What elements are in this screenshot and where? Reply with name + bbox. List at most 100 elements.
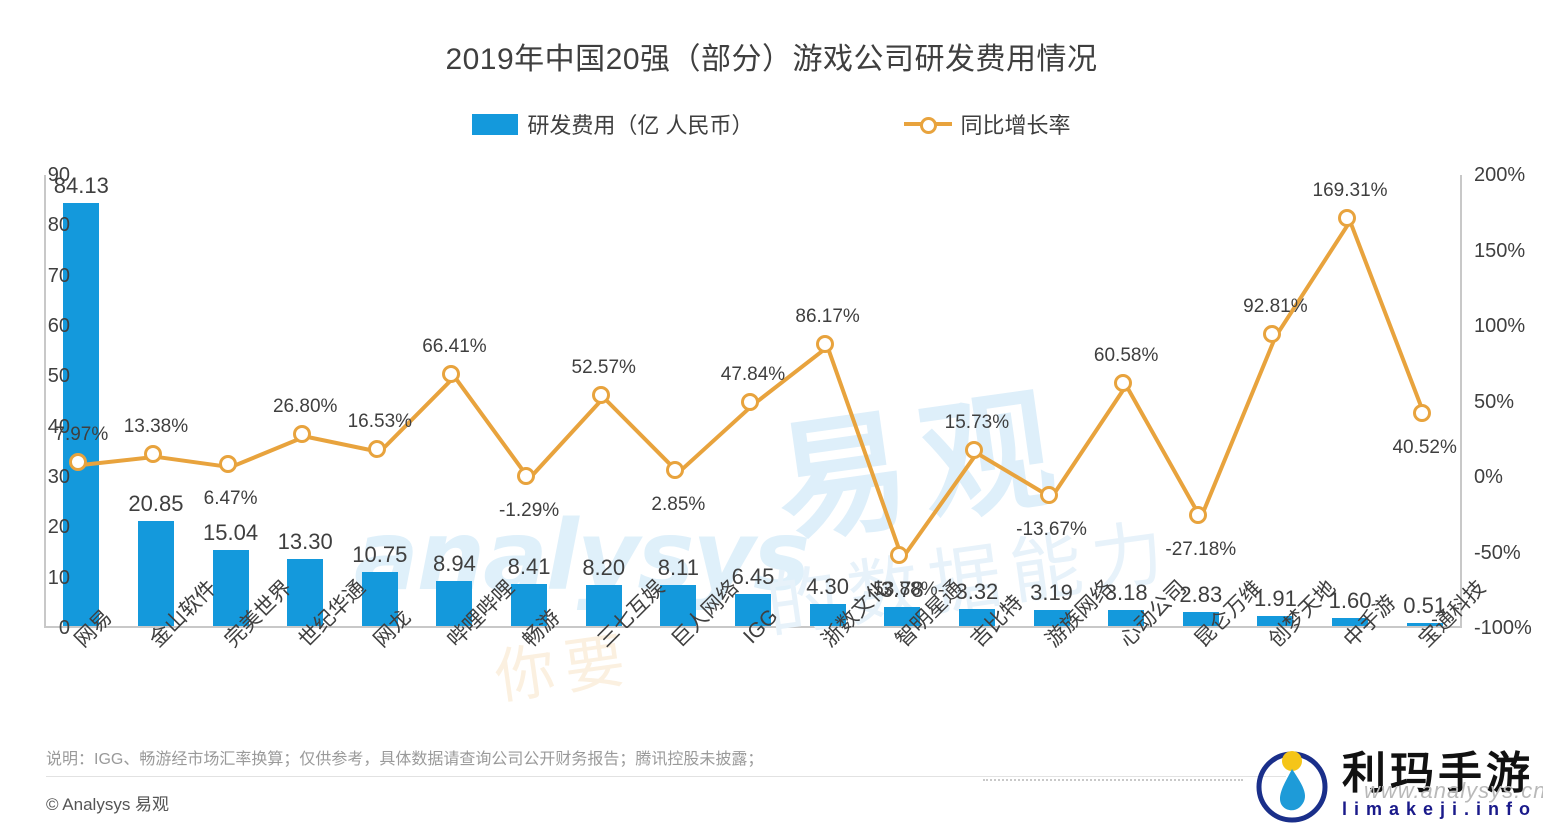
brand-dotted-rule — [983, 779, 1243, 781]
line-value-label-3: 26.80% — [272, 395, 338, 417]
bar-9[interactable] — [735, 593, 771, 626]
y-tick-left-50: 50 — [47, 365, 70, 388]
legend-label-bar: 研发费用（亿 人民币） — [527, 113, 754, 138]
bar-value-label-18: 0.51 — [1403, 593, 1447, 619]
bar-value-label-14: 3.18 — [1104, 579, 1148, 605]
legend-item-bar[interactable]: 研发费用（亿 人民币） — [472, 108, 754, 140]
y-tick-right--50: -50% — [1474, 541, 1521, 564]
bar-0[interactable] — [63, 202, 100, 626]
y-tick-right-0: 0% — [1474, 466, 1503, 488]
page-title: 2019年中国20强（部分）游戏公司研发费用情况 — [445, 43, 1098, 76]
line-value-label-2: 6.47% — [203, 488, 258, 510]
line-marker-14[interactable] — [1114, 373, 1133, 392]
line-marker-11[interactable] — [890, 546, 909, 565]
bar-11[interactable] — [884, 606, 921, 626]
line-marker-12[interactable] — [964, 441, 983, 460]
bar-8[interactable] — [660, 585, 697, 626]
line-value-label-12: 15.73% — [944, 412, 1010, 434]
line-marker-18[interactable] — [1412, 403, 1431, 422]
bar-value-label-9: 6.45 — [731, 563, 775, 589]
y-axis-left-line — [44, 175, 46, 628]
y-tick-right--100: -100% — [1474, 617, 1532, 639]
brand-watermark-url: www.analysys.cn — [1363, 778, 1543, 803]
x-axis-category-labels: 网易 金山软件 完美世界 世纪华通 网龙 哔哩哔哩 畅游 三七互娱 巨人网络 IGG 浙数文化 智明星… — [44, 576, 1490, 742]
y-tick-right-150: 150% — [1474, 239, 1526, 262]
line-marker-6[interactable] — [517, 466, 536, 485]
line-marker-7[interactable] — [591, 385, 610, 404]
y-tick-left-80: 80 — [47, 214, 70, 237]
bar-value-label-17: 1.60 — [1328, 587, 1372, 613]
y-tick-left-20: 20 — [47, 516, 70, 539]
bar-value-label-16: 1.91 — [1253, 586, 1297, 612]
copyright-text: © Analysys 易观 — [46, 795, 170, 814]
bar-value-label-10: 4.30 — [806, 574, 850, 600]
line-value-label-15: -27.18% — [1165, 539, 1237, 561]
line-marker-5[interactable] — [442, 364, 461, 383]
water-drop-icon — [1252, 745, 1332, 825]
y-tick-left-40: 40 — [47, 415, 70, 438]
bar-10[interactable] — [809, 604, 846, 626]
legend-label-line: 同比增长率 — [960, 113, 1071, 138]
line-marker-8[interactable] — [666, 460, 685, 479]
line-value-label-8: 2.85% — [651, 493, 706, 515]
y-tick-left-0: 0 — [58, 617, 70, 639]
bar-17[interactable] — [1332, 617, 1369, 626]
bar-value-label-5: 8.94 — [433, 551, 476, 576]
bar-15[interactable] — [1182, 611, 1219, 626]
bar-5[interactable] — [436, 581, 473, 626]
y-axis-right-line — [1460, 175, 1462, 628]
chart-legend: 研发费用（亿 人民币） 同比增长率 — [0, 108, 1543, 140]
plot-area: analysys 易观 的数据能力 你要 84.13 20.85 15.04 13.3… — [44, 174, 1462, 711]
bar-value-label-12: 3.32 — [955, 579, 999, 605]
line-marker-1[interactable] — [143, 444, 162, 463]
bar-1[interactable] — [137, 521, 174, 626]
line-value-label-9: 47.84% — [720, 363, 786, 385]
bar-4[interactable] — [361, 571, 398, 626]
bar-12[interactable] — [958, 609, 995, 626]
line-value-label-13: -13.67% — [1016, 518, 1087, 540]
bar-16[interactable] — [1257, 616, 1294, 626]
line-marker-16[interactable] — [1263, 324, 1282, 343]
legend-item-line[interactable]: 同比增长率 — [903, 108, 1071, 140]
bar-7[interactable] — [585, 584, 622, 626]
brand-logo[interactable]: 利玛手游 limakeji.info www.analysys.cn — [1252, 745, 1543, 825]
line-value-label-1: 13.38% — [123, 415, 189, 437]
bar-value-label-7: 8.20 — [582, 554, 626, 580]
line-marker-0[interactable] — [69, 452, 88, 471]
y-tick-left-90: 90 — [47, 164, 70, 186]
bar-13[interactable] — [1033, 609, 1070, 626]
line-value-label-7: 52.57% — [571, 356, 636, 378]
y-tick-left-30: 30 — [47, 466, 70, 488]
footer-divider — [46, 776, 1286, 777]
bar-14[interactable] — [1108, 610, 1145, 626]
chart-footnote: 说明：IGG、畅游经市场汇率换算；仅供参考，具体数据请查询公司公开财务报告；腾讯… — [46, 751, 764, 768]
line-value-label-6: -1.29% — [498, 499, 560, 521]
bar-6[interactable] — [511, 583, 548, 626]
bar-18[interactable] — [1406, 623, 1443, 626]
line-marker-17[interactable] — [1338, 209, 1357, 228]
bar-value-label-8: 8.11 — [657, 555, 699, 581]
bar-swatch-icon — [472, 113, 519, 135]
x-axis-line — [44, 626, 1462, 628]
y-tick-right-200: 200% — [1474, 164, 1526, 186]
line-value-label-4: 16.53% — [347, 411, 413, 433]
line-marker-4[interactable] — [367, 440, 386, 459]
bar-2[interactable] — [212, 550, 249, 626]
line-marker-9[interactable] — [741, 392, 759, 411]
brand-name-cn: 利玛手游 — [1341, 748, 1534, 799]
bar-value-label-13: 3.19 — [1030, 579, 1073, 605]
y-tick-right-100: 100% — [1474, 315, 1526, 337]
y-tick-left-10: 10 — [47, 566, 70, 589]
y-tick-left-60: 60 — [47, 315, 70, 337]
line-marker-icon — [903, 115, 952, 134]
bar-value-label-6: 8.41 — [507, 553, 551, 579]
line-marker-2[interactable] — [218, 455, 237, 474]
bar-value-label-1: 20.85 — [128, 491, 184, 517]
line-value-label-14: 60.58% — [1093, 344, 1159, 366]
bar-3[interactable] — [287, 559, 324, 626]
line-marker-10[interactable] — [815, 334, 834, 353]
line-marker-3[interactable] — [293, 424, 312, 443]
line-marker-15[interactable] — [1188, 506, 1207, 525]
line-marker-13[interactable] — [1039, 485, 1058, 504]
